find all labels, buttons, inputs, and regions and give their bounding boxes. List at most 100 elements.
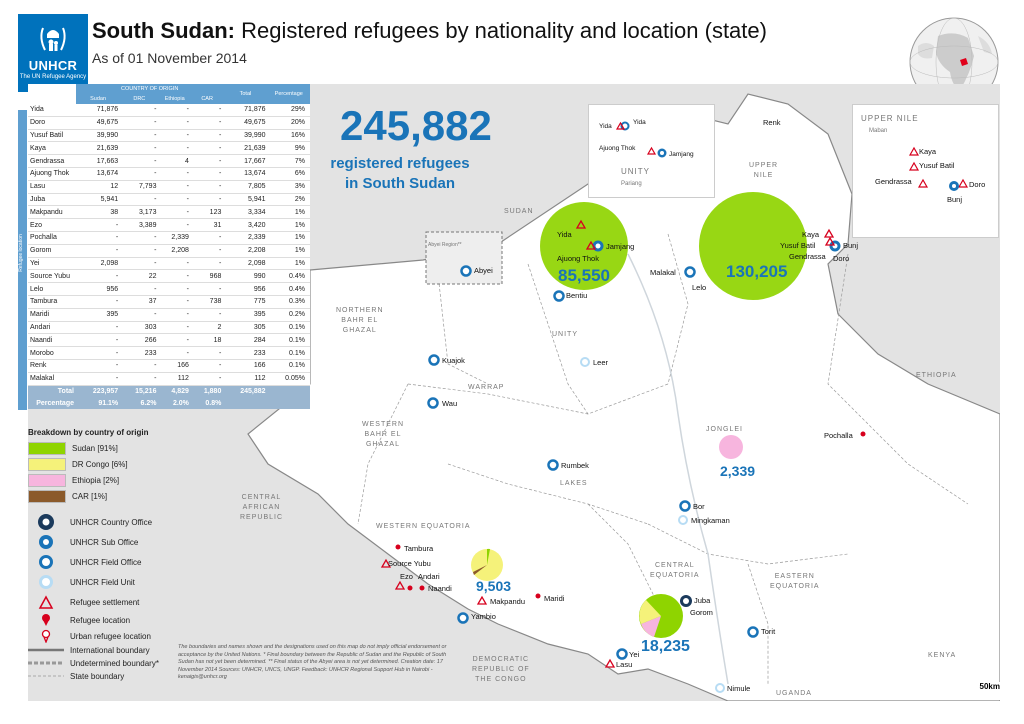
place-andari[interactable]: Andari (418, 572, 440, 581)
place-mingkaman[interactable]: Mingkaman (691, 516, 730, 525)
pie-central-equatoria[interactable] (639, 594, 683, 638)
place-ezo[interactable]: Ezo (400, 572, 413, 581)
place-malakal[interactable]: Malakal (650, 268, 676, 277)
place-gendrassa-main[interactable]: Gendrassa (789, 252, 826, 261)
circle-upper-nile[interactable] (699, 192, 807, 300)
table-cell-sudan: - (76, 321, 121, 335)
place-lelo[interactable]: Lelo (692, 283, 707, 292)
place-wau[interactable]: Wau (442, 399, 458, 408)
place-gorom[interactable]: Gorom (690, 608, 713, 617)
place-bunj-main[interactable]: Bunj (843, 241, 859, 250)
place-yusuf-main[interactable]: Yusuf Batil (780, 241, 816, 250)
table-cell-pct: 0.4% (267, 282, 310, 296)
inset-yusuf[interactable]: Yusuf Batil (919, 161, 955, 170)
place-yei[interactable]: Yei (629, 650, 640, 659)
table-cell-drc: - (120, 116, 159, 130)
place-ajuong[interactable]: Ajuong Thok (557, 254, 599, 263)
unhcr-logo: UNHCR The UN Refugee Agency (18, 14, 88, 92)
place-yambio[interactable]: Yambio (471, 612, 496, 621)
field-office-torit-icon[interactable] (747, 626, 759, 638)
table-cell-eth: - (158, 257, 191, 271)
inset-doro[interactable]: Doro (969, 180, 986, 189)
table-cell-pct: 0.2% (267, 308, 310, 322)
location-pochalla-icon (860, 431, 866, 437)
table-cell-sudan: - (76, 372, 121, 386)
inset-yida-left[interactable]: Yida (599, 123, 612, 130)
field-office-bor-icon[interactable] (679, 500, 691, 512)
inset-ajuong[interactable]: Ajuong Thok (599, 145, 636, 152)
table-total-drc: 15,216 (120, 385, 159, 398)
place-tambura[interactable]: Tambura (404, 544, 434, 553)
legend-settlement: Refugee settlement (28, 592, 188, 612)
place-nimule[interactable]: Nimule (727, 684, 751, 693)
place-leer[interactable]: Leer (593, 358, 609, 367)
table-cell-drc: - (120, 308, 159, 322)
field-office-icon (39, 555, 53, 569)
place-pochalla[interactable]: Pochalla (824, 431, 853, 440)
place-bor[interactable]: Bor (693, 502, 705, 511)
table-cell-loc: Lelo (28, 282, 76, 296)
place-source-yubu[interactable]: Source Yubu (388, 559, 431, 568)
region-lakes: LAKES (560, 480, 588, 487)
table-cell-eth: 112 (158, 372, 191, 386)
inset-yida[interactable]: Yida (633, 119, 646, 126)
table-cell-loc: Gendrassa (28, 154, 76, 168)
sub-office-jamjang-icon[interactable] (592, 240, 604, 252)
table-cell-sudan: 5,941 (76, 193, 121, 207)
country-office-juba-icon[interactable] (680, 595, 692, 607)
place-renk[interactable]: Renk (763, 118, 781, 127)
table-cell-total: 71,876 (223, 104, 268, 117)
table-total-label: Total (28, 385, 76, 398)
field-unit-mingkaman-icon[interactable] (678, 515, 688, 525)
pie-western-equatoria[interactable] (471, 548, 503, 581)
table-cell-eth: - (158, 129, 191, 143)
place-makpandu[interactable]: Makpandu (490, 597, 526, 606)
location-naandi-icon (419, 585, 425, 591)
field-unit-leer-icon[interactable] (580, 357, 590, 367)
table-total-row: Total 223,957 15,216 4,829 1,880 245,882 (28, 385, 310, 398)
place-lasu[interactable]: Lasu (616, 660, 633, 669)
place-doro-main[interactable]: Doro (833, 254, 850, 263)
field-office-bentiu-icon[interactable] (553, 290, 565, 302)
field-unit-nimule-icon[interactable] (715, 683, 725, 693)
inset-bunj[interactable]: Bunj (947, 195, 963, 204)
circle-unity[interactable] (540, 202, 628, 290)
field-office-kuajok-icon[interactable] (428, 354, 440, 366)
col-sudan: Sudan (76, 94, 121, 104)
table-cell-loc: Ezo (28, 218, 76, 232)
place-abyei[interactable]: Abyei (474, 266, 493, 275)
unhcr-emblem-icon (40, 27, 66, 51)
table-cell-eth: 4 (158, 154, 191, 168)
place-maridi[interactable]: Maridi (544, 594, 565, 603)
field-office-malakal-icon[interactable] (684, 266, 696, 278)
place-rumbek[interactable]: Rumbek (561, 461, 589, 470)
place-jamjang[interactable]: Jamjang (606, 242, 635, 251)
legend-origin-sudan: Sudan [91%] (28, 440, 188, 456)
settlement-ezo-icon (394, 580, 406, 590)
inset-gendrassa[interactable]: Gendrassa (875, 177, 912, 186)
place-naandi[interactable]: Naandi (428, 584, 452, 593)
location-maridi-icon (535, 593, 541, 599)
inset-kaya[interactable]: Kaya (919, 147, 937, 156)
table-row: Doro 49,675- - -49,675 20% (28, 116, 310, 130)
field-office-abyei-icon[interactable] (460, 265, 472, 277)
place-kaya-main[interactable]: Kaya (802, 230, 820, 239)
region-upper-nile: UPPER NILE (749, 162, 779, 179)
settlement-makpandu-icon (476, 595, 488, 605)
settlement-source-yubu-icon (380, 558, 392, 568)
table-cell-loc: Pochalla (28, 231, 76, 245)
table-pct-label: Percentage (28, 397, 76, 410)
field-office-yei-icon[interactable] (616, 648, 628, 660)
place-juba[interactable]: Juba (694, 596, 711, 605)
field-office-wau-icon[interactable] (427, 397, 439, 409)
place-kuajok[interactable]: Kuajok (442, 356, 465, 365)
place-bentiu[interactable]: Bentiu (566, 291, 588, 300)
place-yida[interactable]: Yida (557, 230, 572, 239)
circle-jonglei[interactable] (719, 435, 743, 459)
inset-jamjang[interactable]: Jamjang (669, 151, 694, 158)
field-office-yambio-icon[interactable] (457, 612, 469, 624)
place-torit[interactable]: Torit (761, 627, 776, 636)
field-office-rumbek-icon[interactable] (547, 459, 559, 471)
sub-office-bunj-icon[interactable] (829, 240, 841, 252)
table-cell-eth: - (158, 193, 191, 207)
